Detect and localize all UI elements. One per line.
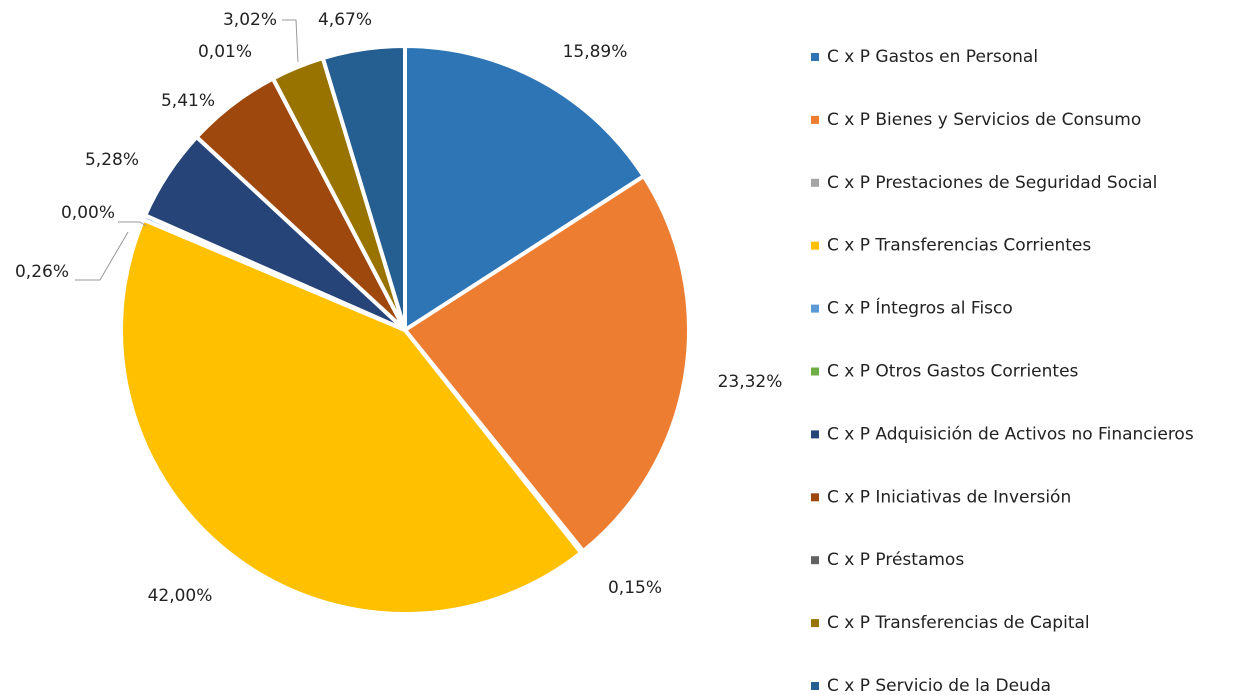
legend-label: C x P Transferencias Corrientes [827,236,1091,256]
legend-swatch [811,556,819,565]
legend-swatch [811,367,819,376]
pie-slice [119,217,584,616]
pie-slice [403,44,646,332]
data-label: 42,00% [148,586,213,606]
data-label: 0,26% [15,262,69,282]
data-label: 0,15% [608,578,662,598]
data-label: 4,67% [318,10,372,30]
pie-slice [403,174,691,554]
legend-swatch [811,493,819,502]
legend-label: C x P Adquisición de Activos no Financie… [827,424,1194,444]
data-label: 5,41% [161,91,215,111]
pie-slice [320,44,407,332]
legend-swatch [811,241,819,250]
legend-swatch [811,682,819,690]
data-label: 23,32% [718,372,783,392]
data-label: 0,00% [61,203,115,223]
data-label: 3,02% [223,10,277,30]
legend-label: C x P Transferencias de Capital [827,613,1090,633]
legend-label: C x P Bienes y Servicios de Consumo [827,110,1141,130]
legend-swatch [811,53,819,61]
data-label: 5,28% [85,150,139,170]
leader-line [282,19,299,63]
legend-label: C x P Prestaciones de Seguridad Social [827,173,1157,193]
legend-swatch [811,619,819,628]
legend-label: C x P Íntegros al Fisco [827,297,1013,319]
leader-line [118,221,147,227]
legend-label: C x P Préstamos [827,550,964,570]
legend-swatch [811,178,819,187]
legend-swatch [811,304,819,313]
data-label: 0,01% [198,42,252,62]
legend-label: C x P Otros Gastos Corrientes [827,362,1079,382]
legend-label: C x P Iniciativas de Inversión [827,487,1071,507]
legend-label: C x P Servicio de la Deuda [827,676,1051,695]
data-label: 15,89% [563,42,628,62]
legend-label: C x P Gastos en Personal [827,47,1038,67]
legend-swatch [811,115,819,124]
legend-swatch [811,430,819,439]
leader-line [75,231,129,281]
